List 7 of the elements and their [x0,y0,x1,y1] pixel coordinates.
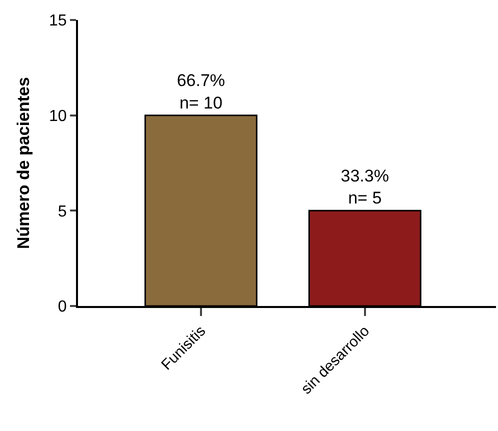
y-tick-label: 15 [49,12,67,30]
y-tick-label: 0 [58,298,67,316]
y-tick-label: 5 [58,203,67,220]
y-axis-title: Número de pacientes [14,77,34,249]
data-label: 66.7% n= 10 [176,71,226,112]
data-label: 33.3% n= 5 [340,166,389,208]
y-tick-label: 10 [49,108,67,125]
